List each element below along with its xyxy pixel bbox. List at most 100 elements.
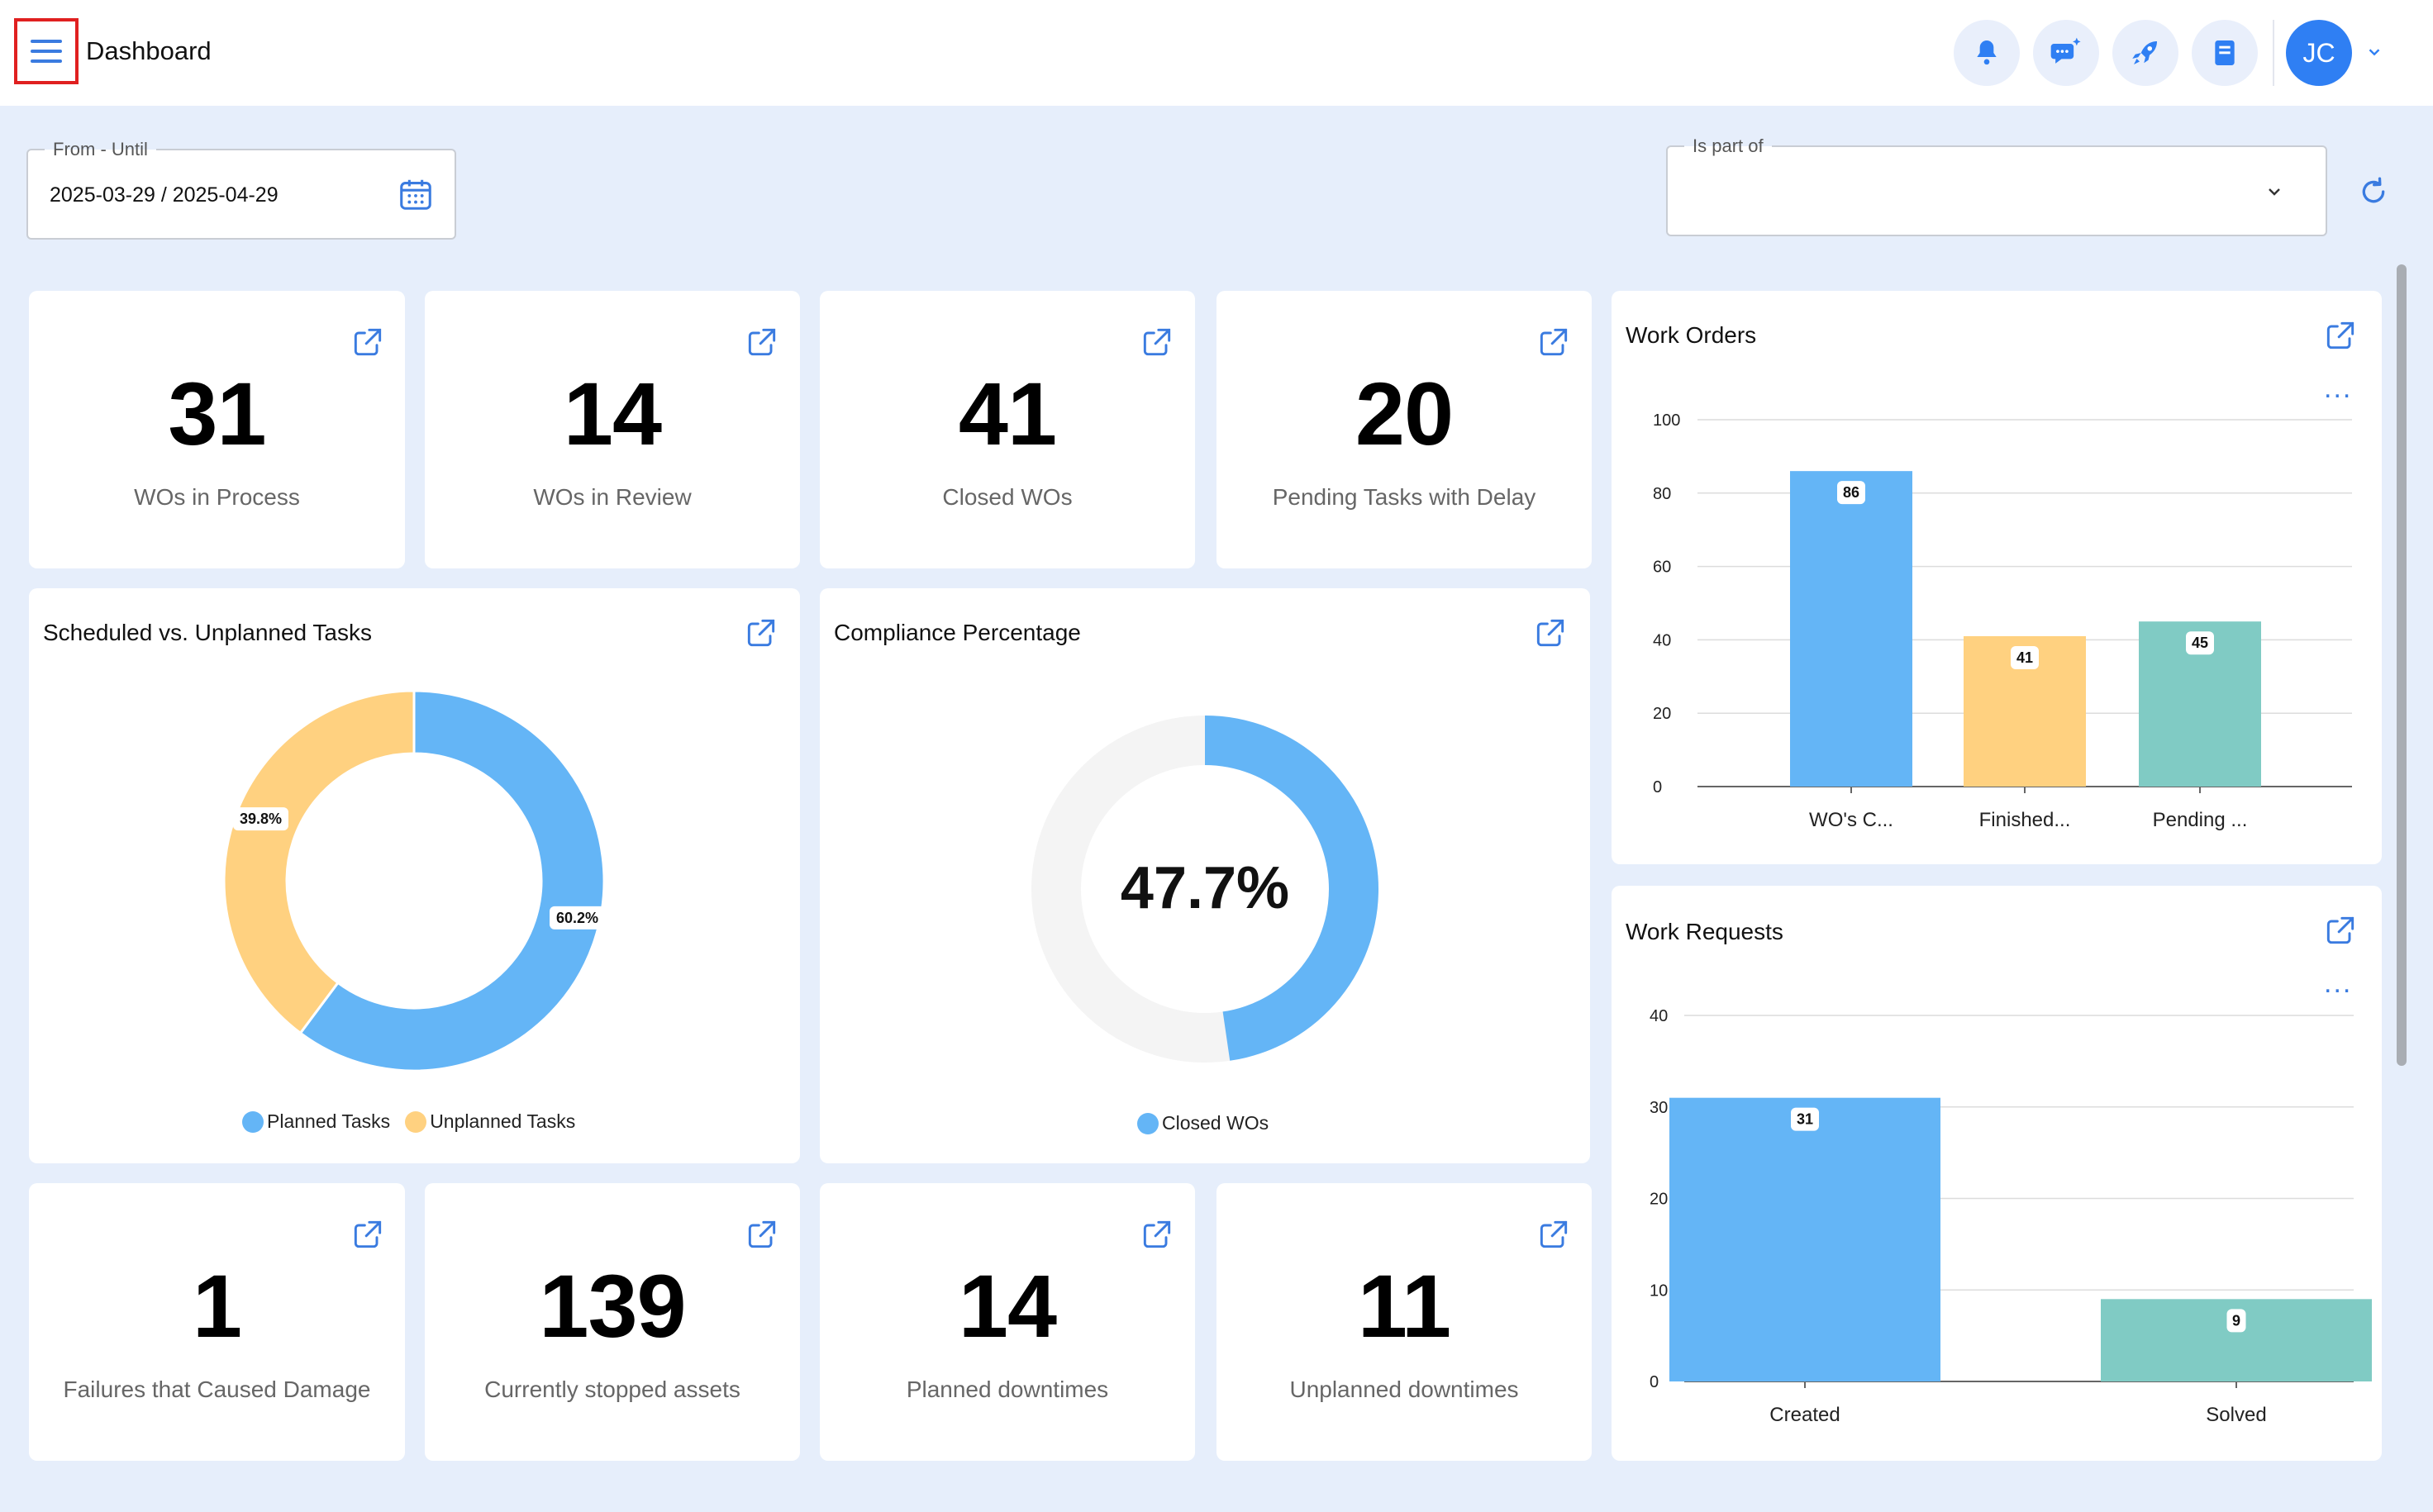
- external-link-icon[interactable]: [1536, 1216, 1572, 1253]
- y-tick-label: 0: [1650, 1373, 1659, 1391]
- card-title: Work Orders: [1626, 322, 1757, 348]
- rocket-icon: [2132, 41, 2157, 64]
- kpi-label: Pending Tasks with Delay: [1272, 484, 1536, 510]
- y-tick-label: 20: [1650, 1191, 1668, 1209]
- external-link-icon[interactable]: [743, 615, 779, 651]
- bar: [1790, 471, 1912, 787]
- chat-button[interactable]: [2033, 20, 2099, 86]
- external-link-icon[interactable]: [350, 324, 386, 360]
- kpi-value: 31: [168, 364, 266, 464]
- bar-value-label: 9: [2232, 1312, 2240, 1329]
- external-link-icon[interactable]: [744, 1216, 780, 1253]
- y-tick-label: 30: [1650, 1099, 1668, 1117]
- work-orders-card: Work Orders ... 0 20 40 60 80 100 86 WO's C... 4…: [1612, 291, 2382, 864]
- kpi-label: Unplanned downtimes: [1289, 1376, 1519, 1402]
- x-tick-label: Solved: [2206, 1404, 2266, 1426]
- kpi-label: Currently stopped assets: [484, 1376, 740, 1402]
- chevron-down-icon[interactable]: [2365, 43, 2383, 61]
- external-link-icon[interactable]: [350, 1216, 386, 1253]
- bell-icon: [1977, 40, 1997, 65]
- x-tick-label: Pending ...: [2153, 809, 2248, 831]
- compliance-percentage-card: Compliance Percentage 47.7% Closed WOs: [820, 588, 1590, 1163]
- hamburger-menu-button[interactable]: [14, 18, 79, 84]
- user-avatar[interactable]: JC: [2286, 20, 2352, 86]
- legend-item-closed-wos[interactable]: Closed WOs: [1137, 1112, 1269, 1134]
- bar-value-label: 41: [2016, 649, 2033, 666]
- donut-slice: [222, 689, 416, 1035]
- kpi-card-stopped-assets: 139 Currently stopped assets: [425, 1183, 800, 1461]
- legend-swatch: [1137, 1112, 1159, 1134]
- work-orders-bar-chart: 0 20 40 60 80 100 86 WO's C... 41 Finished... 45 Pe…: [1653, 411, 2352, 831]
- work-requests-card: Work Requests ... 0 10 20 30 40 31 Created 9 Sol…: [1612, 886, 2382, 1461]
- kpi-value: 14: [563, 364, 662, 464]
- card-title: Compliance Percentage: [834, 620, 1081, 645]
- compliance-legend: Closed WOs: [1137, 1112, 1269, 1134]
- is-part-of-select[interactable]: Is part of: [1666, 136, 2327, 236]
- chevron-down-icon: [2269, 188, 2280, 196]
- legend-label: Planned Tasks: [267, 1110, 391, 1132]
- external-link-icon[interactable]: [1139, 324, 1175, 360]
- legend-swatch: [242, 1110, 264, 1133]
- kpi-value: 139: [539, 1256, 686, 1356]
- bar-value-label-bg: [2011, 645, 2039, 669]
- kpi-card-unplanned-downtimes: 11 Unplanned downtimes: [1216, 1183, 1592, 1461]
- kpi-value: 41: [958, 364, 1057, 464]
- y-tick-label: 40: [1653, 631, 1671, 649]
- external-link-icon[interactable]: [744, 324, 780, 360]
- kpi-value: 20: [1355, 364, 1454, 464]
- date-range-value: 2025-03-29 / 2025-04-29: [50, 183, 279, 207]
- donut-legend: Planned Tasks Unplanned Tasks: [242, 1110, 575, 1133]
- launch-button[interactable]: [2112, 20, 2178, 86]
- refresh-icon[interactable]: [2357, 175, 2390, 208]
- bar-value-label: 45: [2192, 635, 2208, 651]
- kpi-label: Closed WOs: [942, 484, 1073, 510]
- external-link-icon[interactable]: [1532, 615, 1569, 651]
- kpi-value: 14: [958, 1256, 1057, 1356]
- avatar-initials: JC: [2302, 37, 2335, 68]
- bar-value-label: 86: [1843, 484, 1859, 501]
- bar-value-label: 31: [1797, 1111, 1813, 1128]
- external-link-icon[interactable]: [2322, 912, 2359, 949]
- calendar-icon[interactable]: [397, 175, 435, 213]
- external-link-icon[interactable]: [1536, 324, 1572, 360]
- x-tick-label: Finished...: [1979, 809, 2071, 831]
- kpi-card-wos-in-process: 31 WOs in Process: [29, 291, 405, 568]
- external-link-icon[interactable]: [1139, 1216, 1175, 1253]
- card-title: Scheduled vs. Unplanned Tasks: [43, 620, 372, 645]
- kpi-card-wos-in-review: 14 WOs in Review: [425, 291, 800, 568]
- x-tick-label: WO's C...: [1809, 809, 1893, 831]
- date-range-field[interactable]: From - Until 2025-03-29 / 2025-04-29: [26, 139, 456, 240]
- legend-item-planned[interactable]: Planned Tasks: [242, 1110, 390, 1133]
- kpi-card-pending-tasks-delay: 20 Pending Tasks with Delay: [1216, 291, 1592, 568]
- compliance-center-value: 47.7%: [1120, 855, 1290, 921]
- donut-slice-label-bg: [232, 807, 288, 831]
- kpi-card-closed-wos: 41 Closed WOs: [820, 291, 1195, 568]
- donut-slice-label: 60.2%: [556, 910, 598, 926]
- kpi-value: 11: [1357, 1256, 1451, 1356]
- chat-sparkle-icon: [2050, 37, 2081, 64]
- compliance-gauge-chart: [1031, 716, 1378, 1063]
- donut-slice: [298, 689, 606, 1072]
- legend-label: Unplanned Tasks: [430, 1110, 576, 1132]
- kpi-label: WOs in Review: [533, 484, 692, 510]
- kpi-card-failures-damage: 1 Failures that Caused Damage: [29, 1183, 405, 1461]
- bar-value-label-bg: [1837, 481, 1865, 505]
- y-tick-label: 100: [1653, 411, 1680, 430]
- y-tick-label: 20: [1653, 705, 1671, 723]
- y-tick-label: 60: [1653, 559, 1671, 577]
- donut-slice-label: 39.8%: [240, 811, 282, 827]
- y-tick-label: 0: [1653, 778, 1662, 796]
- y-tick-label: 40: [1650, 1007, 1668, 1025]
- scheduled-donut-chart: 60.2% 39.8%: [222, 689, 606, 1072]
- legend-item-unplanned[interactable]: Unplanned Tasks: [405, 1110, 575, 1133]
- bar-value-label-bg: [2226, 1309, 2246, 1333]
- kpi-card-planned-downtimes: 14 Planned downtimes: [820, 1183, 1195, 1461]
- kpi-value: 1: [192, 1256, 242, 1356]
- x-tick-label: Created: [1769, 1404, 1840, 1426]
- gauge-fill: [1205, 716, 1378, 1061]
- y-tick-label: 80: [1653, 485, 1671, 503]
- documentation-button[interactable]: [2192, 20, 2258, 86]
- external-link-icon[interactable]: [2322, 317, 2359, 354]
- notifications-button[interactable]: [1954, 20, 2020, 86]
- scrollbar-thumb[interactable]: [2397, 264, 2407, 1066]
